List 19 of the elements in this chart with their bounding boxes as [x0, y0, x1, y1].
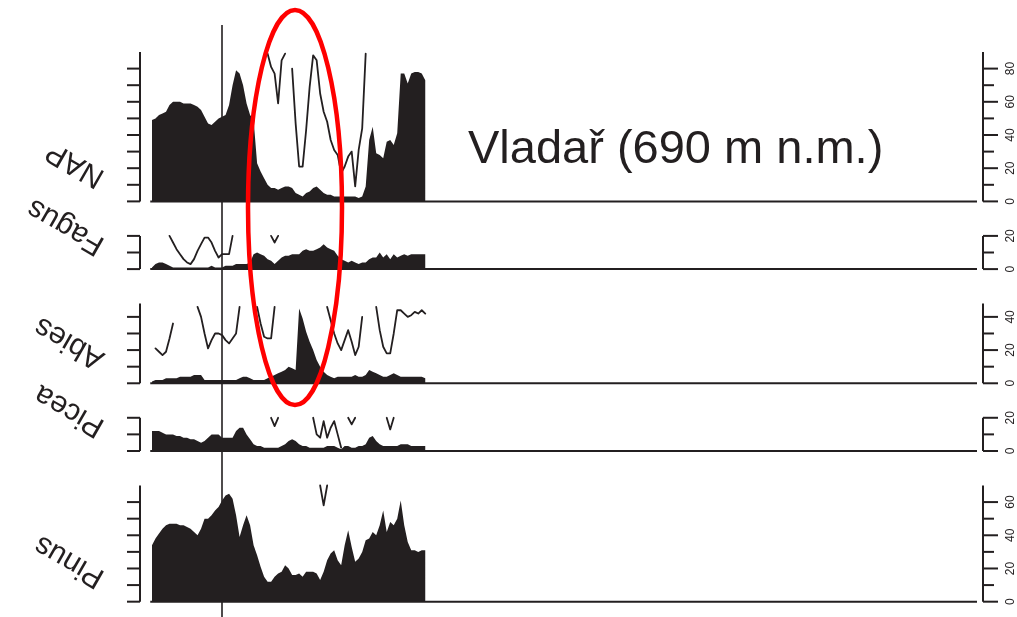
y-tick-label: 20 [1003, 161, 1017, 175]
y-tick-label: 0 [1003, 197, 1017, 205]
y-tick-label: 20 [1003, 561, 1017, 576]
annotation: Vladař (690 m n.m.) [468, 120, 884, 173]
y-tick-label: 20 [1003, 228, 1017, 243]
y-tick-label: 20 [1003, 343, 1017, 357]
y-tick-label: 0 [1003, 265, 1017, 273]
y-axis-title: Abies [27, 311, 109, 378]
y-tick-label: 80 [1003, 61, 1017, 76]
y-tick-label: 60 [1003, 495, 1017, 509]
y-tick-label: 40 [1003, 528, 1017, 542]
y-tick-label: 0 [1003, 598, 1017, 606]
y-tick-label: 0 [1003, 379, 1017, 387]
y-tick-label: 40 [1003, 128, 1017, 142]
y-tick-label: 40 [1003, 309, 1017, 324]
y-tick-label: 20 [1003, 410, 1017, 425]
y-axis-title: NAP [39, 136, 109, 196]
y-tick-label: 60 [1003, 94, 1017, 109]
y-tick-label: 0 [1003, 447, 1017, 455]
